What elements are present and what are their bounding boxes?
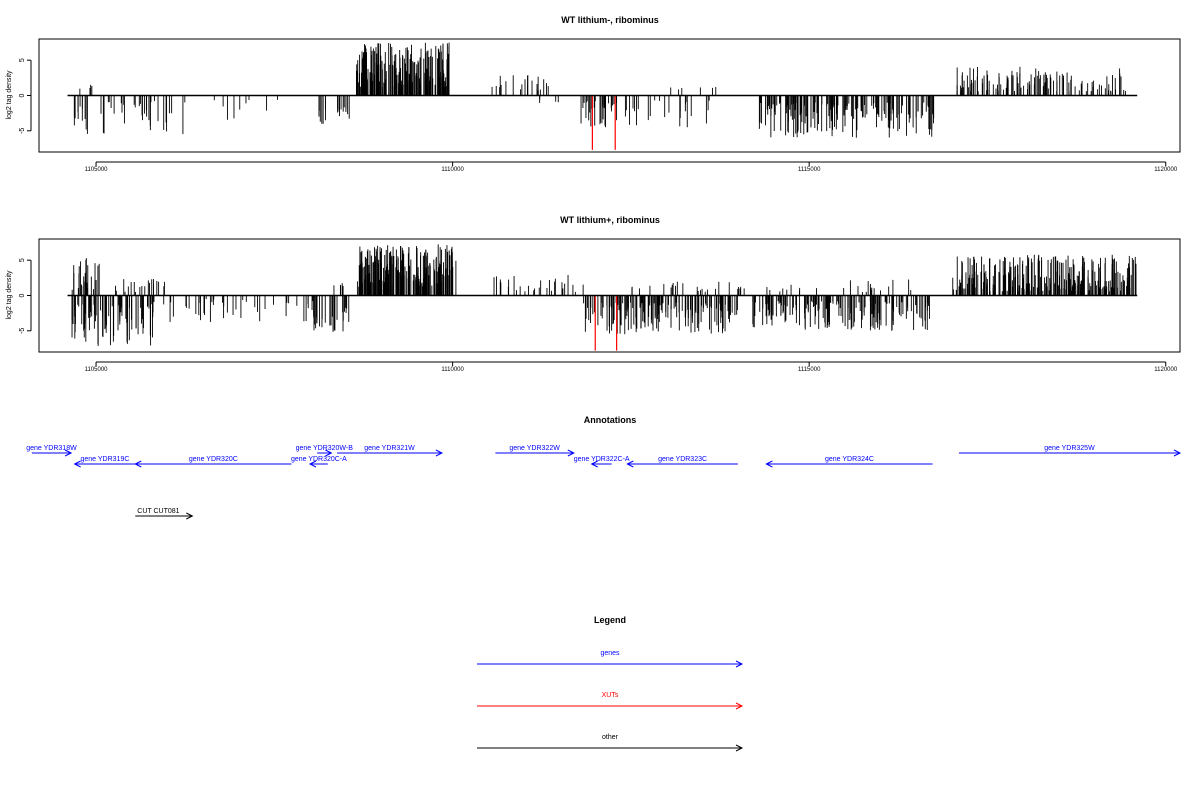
legend-label: XUTs <box>602 692 619 699</box>
arrow-head <box>186 512 194 520</box>
gene-arrow <box>590 460 612 468</box>
arrow-head <box>735 744 744 752</box>
gene-label: gene YDR325W <box>1044 445 1095 452</box>
arrow-head <box>1173 449 1182 457</box>
arrow-head <box>590 460 598 468</box>
x-tick-label: 1110000 <box>441 367 464 373</box>
gene-label: gene YDR320C <box>189 456 238 463</box>
gene-label: gene YDR323C <box>658 456 707 463</box>
gene-label: gene YDR320W-B <box>296 445 354 452</box>
panel-2-y-axis-label: log2 tag density <box>6 270 13 320</box>
panel-2-bars <box>71 244 1137 346</box>
legend-title: Legend <box>594 615 626 625</box>
panel-1-title: WT lithium-, ribominus <box>561 15 659 25</box>
panel-2-title: WT lithium+, ribominus <box>560 215 660 225</box>
legend-label: other <box>602 734 619 741</box>
legend-items: genes XUTs other <box>477 650 744 752</box>
gene-arrow <box>495 449 575 457</box>
panel-1-axes: 1105000 1110000 1115000 1120000 -5 0 5 <box>19 58 1178 173</box>
y-tick-label: 0 <box>19 93 26 97</box>
y-tick-label: 0 <box>19 293 26 297</box>
arrow-head <box>626 460 634 468</box>
panel-1-bars <box>73 42 1126 138</box>
panel-2-plot-frame <box>38 238 1181 353</box>
gene-label: gene YDR322C-A <box>574 456 630 463</box>
gene-label: gene YDR324C <box>825 456 874 463</box>
panel-2: WT lithium+, ribominus log2 tag density … <box>6 215 1181 373</box>
x-tick-label: 1115000 <box>798 367 821 373</box>
y-tick-label: 5 <box>19 258 26 262</box>
x-tick-label: 1115000 <box>798 167 821 173</box>
legend: Legend genes XUTs other <box>477 615 744 752</box>
arrow-head <box>435 449 444 457</box>
panel-1-y-axis-label: log2 tag density <box>6 70 13 120</box>
gene-arrow <box>73 460 136 468</box>
panel-1-plot-frame <box>38 38 1181 153</box>
arrow-head <box>567 449 575 457</box>
panel-1: WT lithium-, ribominus log2 tag density … <box>6 15 1181 173</box>
arrow-head <box>765 460 773 468</box>
x-tick-label: 1110000 <box>441 167 464 173</box>
x-tick-label: 1120000 <box>1154 367 1178 373</box>
panel-1-highlight-bars <box>591 95 616 150</box>
gene-arrow <box>765 460 933 468</box>
arrow-head <box>64 449 73 457</box>
panel-2-axes: 1105000 1110000 1115000 1120000 -5 0 5 <box>19 258 1178 373</box>
x-tick-label: 1120000 <box>1154 167 1178 173</box>
gene-label: gene YDR318W <box>26 445 77 452</box>
x-tick-label: 1105000 <box>85 167 109 173</box>
gene-label: gene YDR320C-A <box>291 456 347 463</box>
other-arrow <box>135 512 194 520</box>
y-tick-label: 5 <box>19 58 26 62</box>
gene-arrow <box>958 449 1182 457</box>
gene-arrow <box>626 460 738 468</box>
gene-label: gene YDR322W <box>509 445 560 452</box>
arrow-head <box>735 702 744 710</box>
legend-arrow <box>477 702 744 710</box>
arrow-head <box>308 460 317 468</box>
x-tick-label: 1105000 <box>85 367 109 373</box>
y-tick-label: -5 <box>19 328 26 334</box>
gene-label: gene YDR321W <box>364 445 415 452</box>
gene-label: gene YDR319C <box>81 456 130 463</box>
annotation-genes: gene YDR318W gene YDR319C gene YDR320C gene… <box>26 445 1182 468</box>
legend-label: genes <box>600 650 620 657</box>
annotation-other: CUT CUT081 <box>135 508 194 520</box>
legend-arrow <box>477 660 744 668</box>
arrow-head <box>325 449 333 457</box>
y-tick-label: -5 <box>19 128 26 134</box>
annotations-title: Annotations <box>584 415 637 425</box>
panel-2-highlight-bars <box>594 295 618 351</box>
gene-arrow <box>134 460 292 468</box>
arrow-head <box>134 460 142 468</box>
arrow-head <box>73 460 81 468</box>
legend-arrow <box>477 744 744 752</box>
gene-arrow <box>317 449 333 457</box>
other-label: CUT CUT081 <box>137 508 179 515</box>
gene-arrow <box>31 449 73 457</box>
gene-arrow <box>337 449 444 457</box>
arrow-head <box>735 660 744 668</box>
gene-arrow <box>308 460 328 468</box>
